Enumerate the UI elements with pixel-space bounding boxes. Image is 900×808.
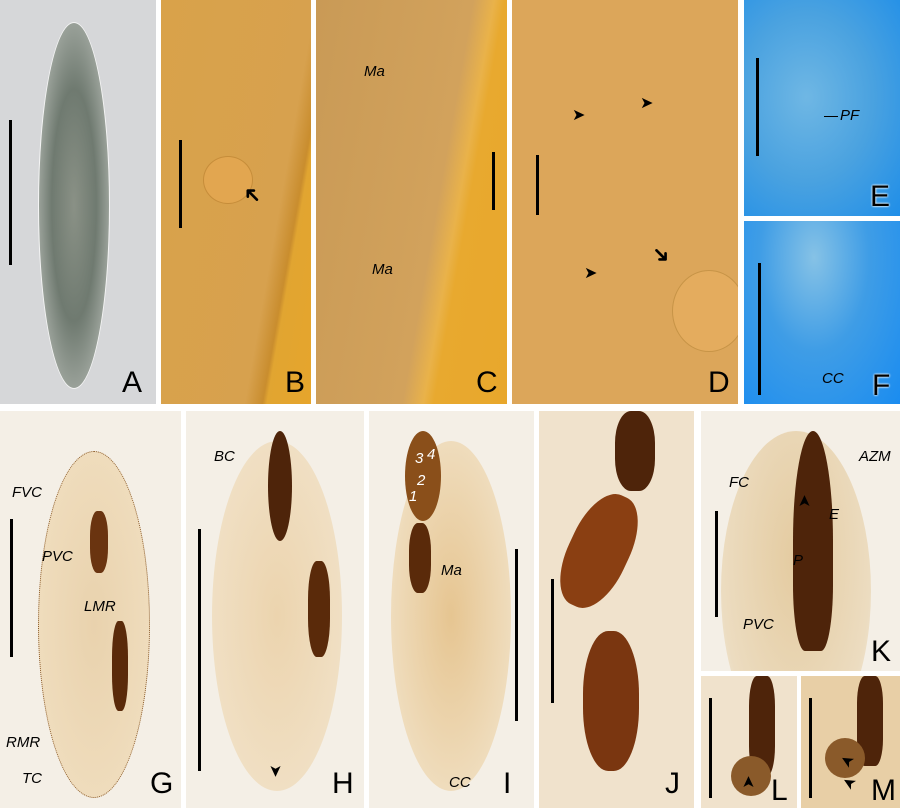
scale-bar: [715, 511, 718, 617]
arrowhead-icon: ➤: [266, 764, 284, 778]
scale-bar: [809, 698, 812, 798]
panel-letter: K: [871, 635, 892, 668]
oral-apparatus: [405, 431, 441, 521]
panel-letter: D: [708, 366, 730, 399]
scale-bar: [758, 263, 761, 395]
scale-bar: [10, 519, 13, 657]
scale-bar: [179, 140, 182, 228]
label-line: [824, 116, 838, 117]
annotation-ma: Ma: [372, 261, 393, 278]
arrowhead-icon: ➤: [640, 95, 654, 112]
annotation-cc: CC: [449, 774, 471, 791]
arrow-icon: ➜: [646, 239, 677, 271]
macronucleus: [583, 631, 639, 771]
panel-letter: H: [332, 767, 354, 800]
oral-apparatus: [615, 411, 655, 491]
annotation-lmr: LMR: [84, 598, 116, 615]
annotation-pvc: PVC: [42, 548, 73, 565]
annotation-cirrus-2: 2: [417, 472, 426, 489]
panel-m: ➤ ➤ M: [801, 676, 900, 808]
annotation-azm: AZM: [859, 448, 891, 465]
scale-bar: [198, 529, 201, 771]
annotation-cc: CC: [822, 370, 844, 387]
annotation-ma: Ma: [441, 562, 462, 579]
annotation-pf: PF: [840, 107, 860, 124]
panel-letter: E: [870, 180, 891, 213]
scale-bar: [551, 579, 554, 703]
scale-bar: [492, 152, 495, 210]
annotation-pvc: PVC: [743, 616, 774, 633]
panel-letter: A: [122, 366, 143, 399]
arrowhead-icon: ➤: [796, 494, 814, 508]
ciliate-cell: [38, 22, 110, 389]
panel-i: 1 2 3 4 Ma CC I: [369, 411, 534, 808]
scale-bar: [536, 155, 539, 215]
panel-e: PF E: [744, 0, 900, 216]
panel-letter: I: [503, 767, 512, 800]
panel-letter: M: [871, 774, 896, 807]
pharynx-stain: [825, 738, 865, 778]
contractile-vacuole: [203, 156, 253, 204]
macronucleus: [409, 523, 431, 593]
panel-letter: F: [872, 369, 891, 402]
arrowhead-icon: ➤: [584, 265, 598, 282]
macronucleus: [112, 621, 128, 711]
panel-j: J: [539, 411, 694, 808]
scale-bar: [515, 549, 518, 721]
arrowhead-icon: ➤: [572, 107, 586, 124]
arrowhead-icon: ➤: [740, 775, 758, 789]
annotation-bc: BC: [214, 448, 235, 465]
panel-g: FVC PVC LMR RMR TC G: [0, 411, 181, 808]
annotation-fc: FC: [729, 474, 749, 491]
panel-letter: C: [476, 366, 498, 399]
annotation-tc: TC: [22, 770, 42, 787]
panel-b: ➜ B: [161, 0, 311, 404]
annotation-cirrus-3: 3: [415, 450, 424, 467]
macronucleus: [308, 561, 330, 657]
panel-a: A: [0, 0, 156, 404]
annotation-e: E: [829, 506, 840, 523]
annotation-p: P: [793, 552, 804, 569]
scale-bar: [709, 698, 712, 798]
pharynx-stain: [731, 756, 771, 796]
stained-cell: [38, 451, 150, 798]
annotation-fvc: FVC: [12, 484, 42, 501]
panel-l: ➤ L: [701, 676, 797, 808]
annotation-rmr: RMR: [6, 734, 41, 751]
contractile-vacuole: [672, 270, 738, 352]
panel-letter: G: [150, 767, 174, 800]
panel-f: CC F: [744, 221, 900, 404]
scale-bar: [756, 58, 759, 156]
adoral-zone: [793, 431, 833, 651]
panel-h: BC ➤ H: [186, 411, 364, 808]
annotation-cirrus-4: 4: [427, 446, 436, 463]
panel-letter: B: [285, 366, 306, 399]
panel-k: FC AZM E P PVC ➤ K: [701, 411, 900, 671]
macronucleus: [546, 483, 652, 619]
annotation-cirrus-1: 1: [409, 488, 418, 505]
scale-bar: [9, 120, 12, 265]
panel-letter: L: [771, 774, 788, 807]
annotation-ma: Ma: [364, 63, 385, 80]
panel-letter: J: [665, 767, 680, 800]
panel-d: ➤ ➤ ➤ ➜ D: [512, 0, 738, 404]
oral-apparatus: [268, 431, 292, 541]
panel-c: Ma Ma C: [316, 0, 507, 404]
macronucleus: [90, 511, 108, 573]
